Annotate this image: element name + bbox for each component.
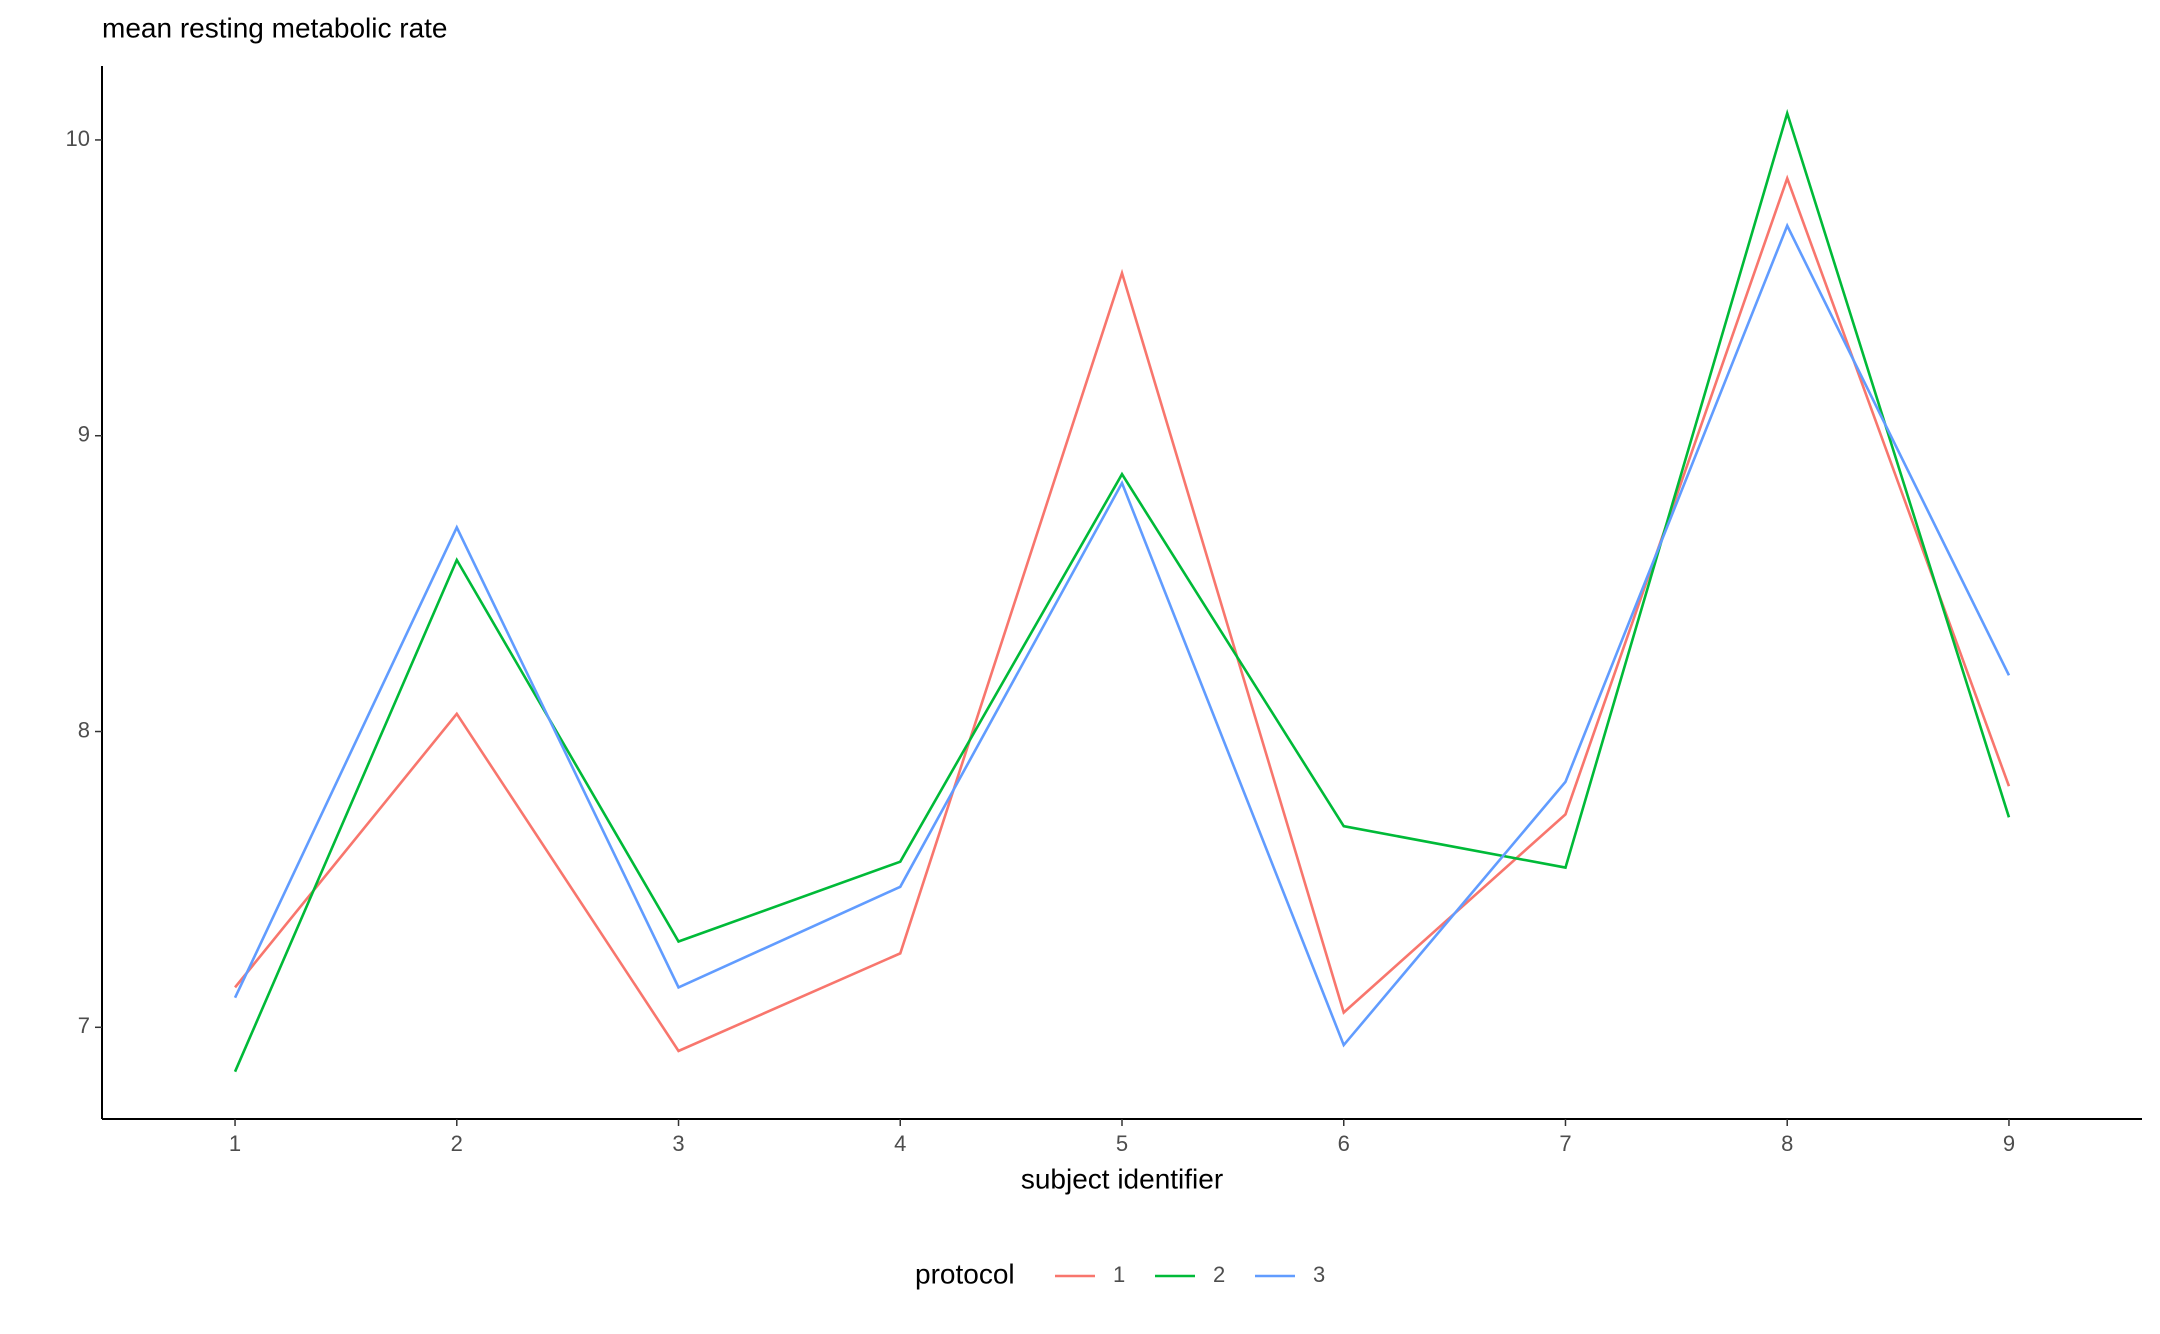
legend-label: 3	[1313, 1262, 1325, 1287]
x-tick-label: 7	[1559, 1131, 1571, 1156]
x-tick-label: 2	[451, 1131, 463, 1156]
y-tick-label: 7	[78, 1013, 90, 1038]
y-tick-label: 8	[78, 717, 90, 742]
data-line	[234, 174, 2011, 1053]
data-line	[233, 108, 2011, 1073]
x-tick-label: 6	[1338, 1131, 1350, 1156]
x-tick-label: 3	[672, 1131, 684, 1156]
x-tick-label: 9	[2003, 1131, 2015, 1156]
y-tick-label: 9	[78, 422, 90, 447]
x-tick-label: 8	[1781, 1131, 1793, 1156]
y-tick-label: 10	[66, 126, 90, 151]
data-line	[233, 222, 2011, 1048]
x-axis-label: subject identifier	[1021, 1163, 1223, 1194]
x-tick-label: 5	[1116, 1131, 1128, 1156]
legend-label: 2	[1213, 1262, 1225, 1287]
legend-title: protocol	[915, 1258, 1015, 1289]
chart-title: mean resting metabolic rate	[102, 12, 448, 43]
x-tick-label: 1	[229, 1131, 241, 1156]
legend-label: 1	[1113, 1262, 1125, 1287]
x-tick-label: 4	[894, 1131, 906, 1156]
